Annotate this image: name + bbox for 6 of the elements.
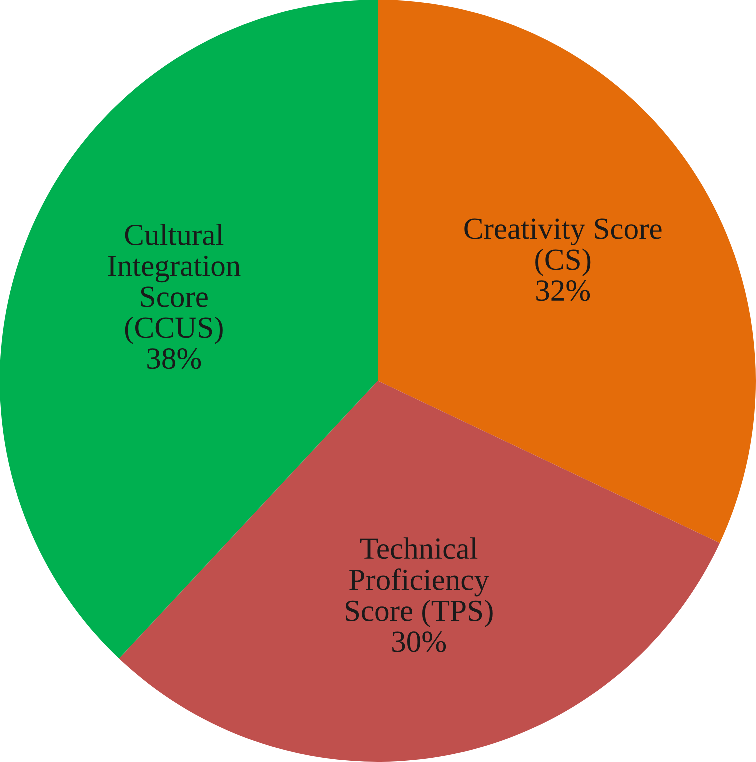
- data-label: 30%: [392, 632, 446, 652]
- slice-label: Cultural Integration Score (CCUS): [108, 224, 241, 344]
- data-label: 32%: [536, 280, 590, 302]
- slice-label: Technical Proficiency Score (TPS): [346, 538, 493, 628]
- data-label: 38%: [148, 348, 202, 370]
- slice-label: Creativity Score (CS): [464, 218, 662, 276]
